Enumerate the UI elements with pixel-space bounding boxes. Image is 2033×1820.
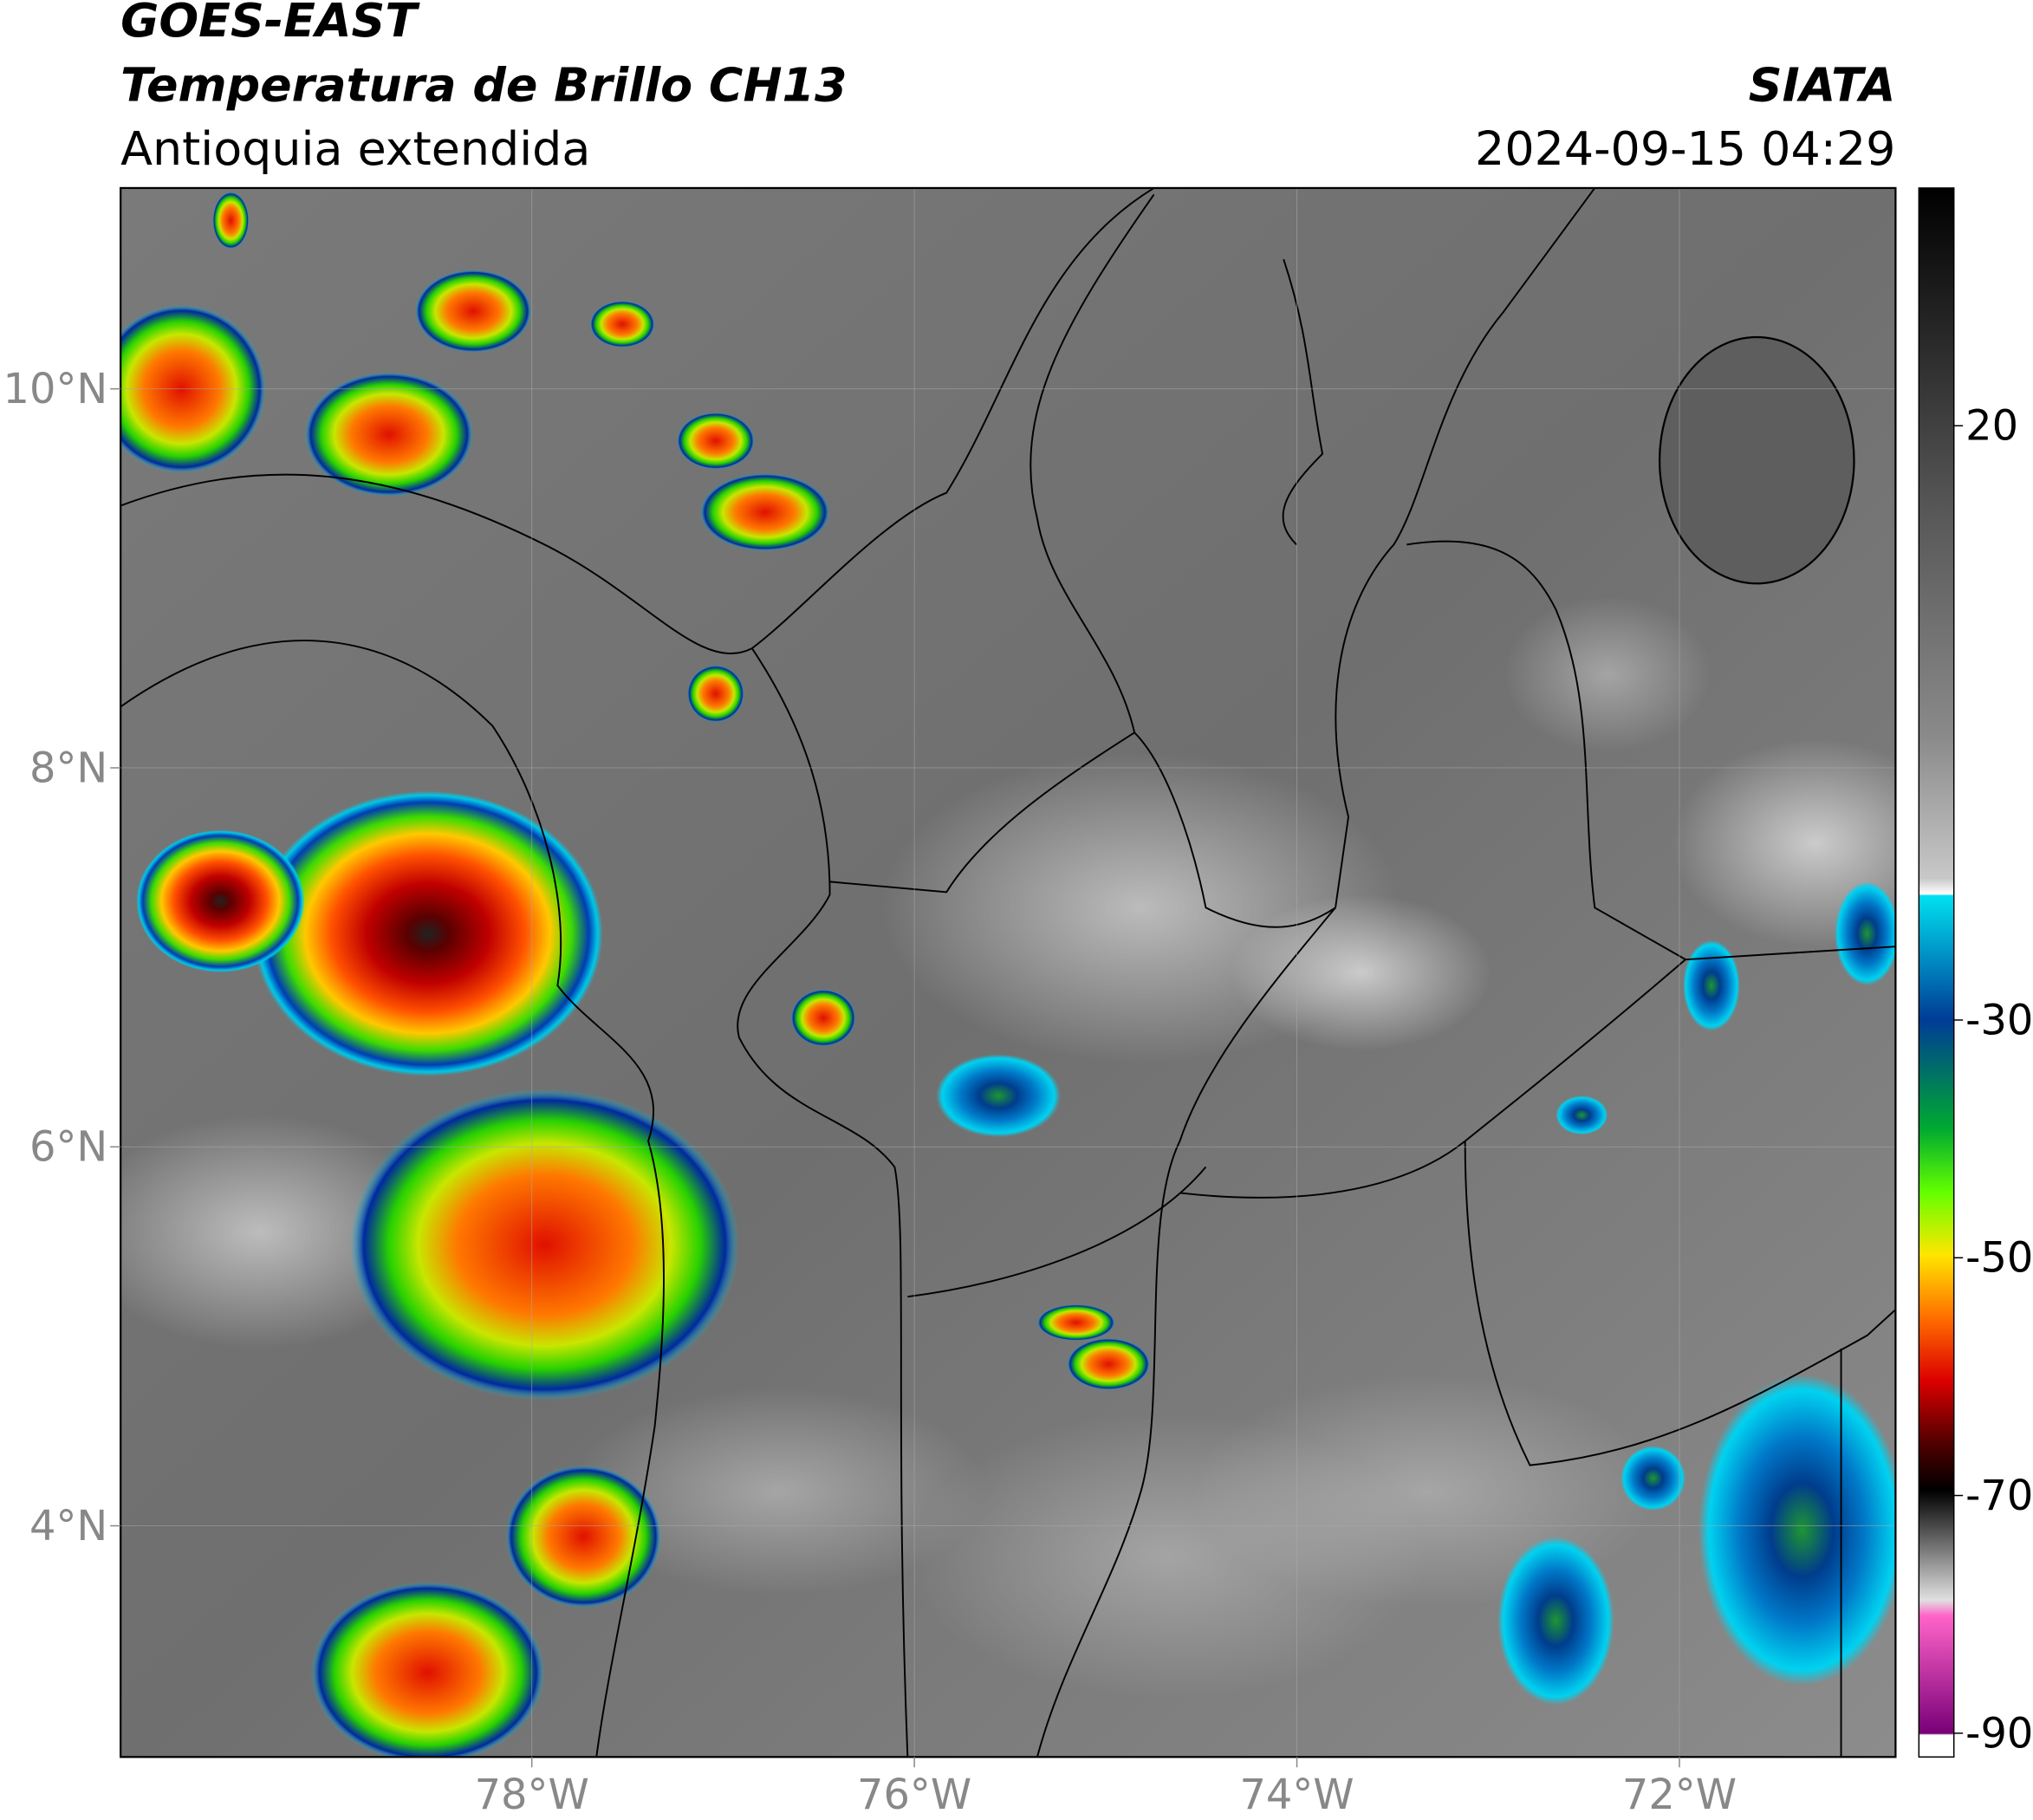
map-frame bbox=[120, 186, 1897, 1758]
colorbar bbox=[1918, 187, 1955, 1758]
colorbar-tick-label: -30 bbox=[1965, 997, 2033, 1044]
colorbar-tick-label: -70 bbox=[1965, 1472, 2033, 1520]
x-tick-label: 76°W bbox=[857, 1771, 971, 1819]
agency: SIATA bbox=[1749, 58, 1896, 113]
product: Temperatura de Brillo CH13 bbox=[120, 58, 847, 113]
map-image bbox=[120, 187, 1896, 1758]
datetime: 2024-09-15 04:29 bbox=[1475, 121, 1895, 176]
x-tick-label: 74°W bbox=[1239, 1771, 1354, 1819]
y-tick-label: 8°N bbox=[29, 744, 107, 792]
x-tick-label: 78°W bbox=[475, 1771, 589, 1819]
graticule bbox=[120, 187, 1896, 1758]
colorbar-tick-label: -90 bbox=[1965, 1710, 2033, 1758]
ticks: 78°W 76°W 74°W 72°W 10°N 8°N 6°N 4°N 20 -30 -50 -70… bbox=[3, 366, 2033, 1819]
region: Antioquia extendida bbox=[120, 121, 590, 176]
y-tick-label: 6°N bbox=[29, 1124, 107, 1172]
y-tick-label: 10°N bbox=[3, 366, 108, 413]
colorbar-tick-label: -50 bbox=[1965, 1235, 2033, 1283]
colorbar-tick-label: 20 bbox=[1965, 403, 2018, 451]
satellite: GOES-EAST bbox=[120, 0, 420, 48]
x-tick-label: 72°W bbox=[1622, 1771, 1737, 1819]
y-tick-label: 4°N bbox=[29, 1503, 107, 1550]
